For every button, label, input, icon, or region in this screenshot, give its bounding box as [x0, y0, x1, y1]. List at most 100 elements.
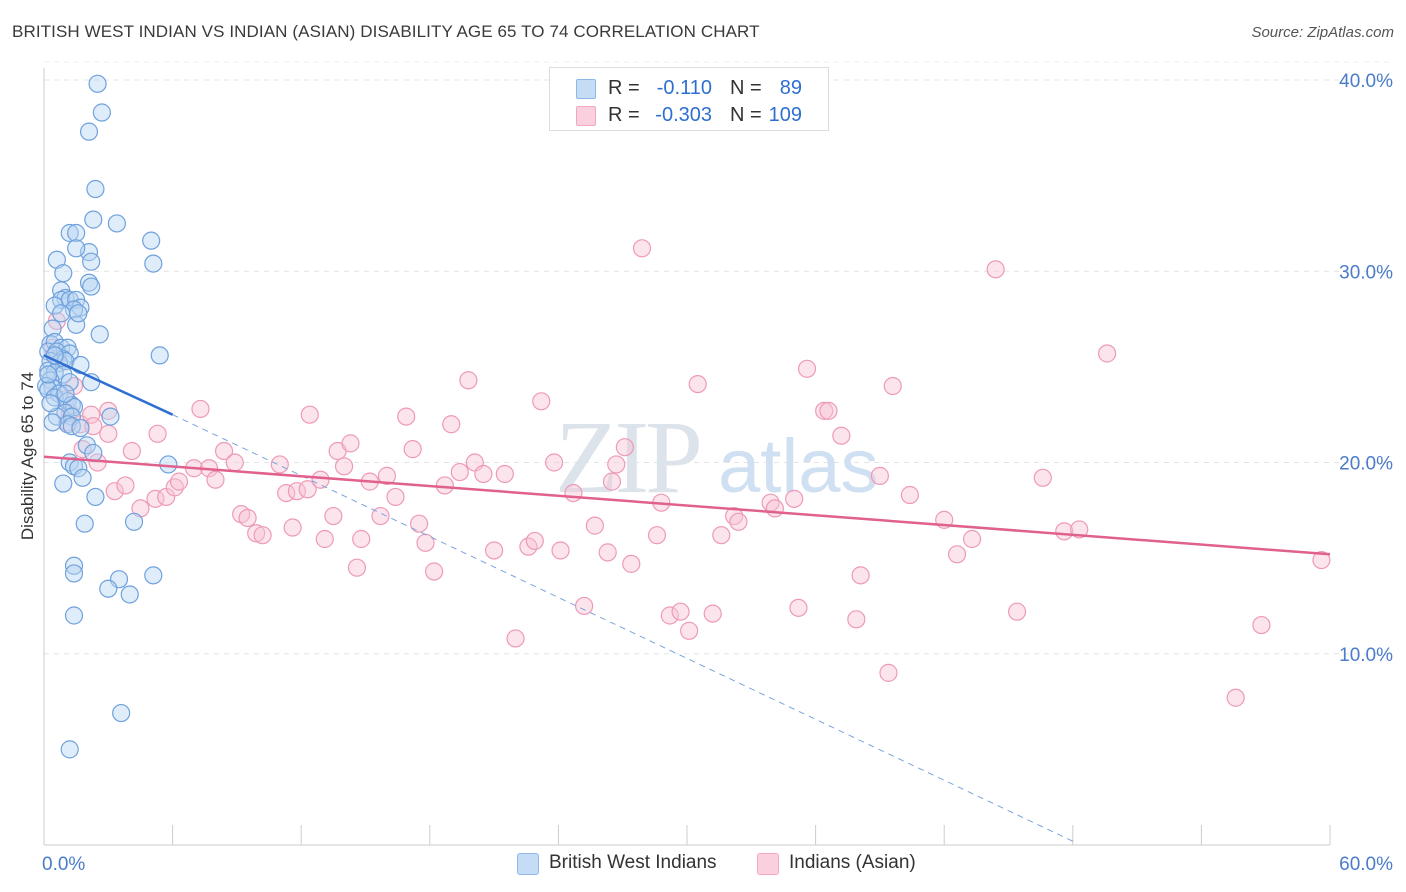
watermark: ZIP atlas: [555, 400, 879, 515]
data-point: [86, 487, 105, 507]
data-point: [459, 371, 478, 390]
data-point: [607, 455, 626, 474]
legend-label: British West Indians: [549, 852, 717, 873]
data-point: [962, 529, 982, 549]
data-point: [283, 518, 302, 537]
data-point: [144, 566, 163, 585]
y-tick-label: 20.0%: [1339, 454, 1393, 475]
data-point: [107, 214, 126, 233]
data-point: [169, 472, 189, 491]
data-point: [88, 74, 107, 93]
data-point: [585, 516, 604, 535]
legend-n-value: 89: [779, 77, 802, 99]
legend-swatch-blue: [517, 853, 539, 875]
blue-trend-line: [43, 354, 174, 416]
indians-asian-points: [43, 239, 1331, 707]
data-point: [101, 407, 120, 426]
data-point: [79, 122, 99, 141]
british-west-indians-points: [37, 74, 178, 759]
data-point: [324, 506, 343, 526]
data-point: [52, 304, 71, 323]
data-point: [598, 543, 617, 562]
data-point: [729, 512, 748, 531]
data-point: [64, 606, 84, 625]
data-point: [82, 405, 101, 424]
data-point: [703, 604, 722, 623]
data-point: [60, 223, 79, 243]
data-point: [485, 541, 504, 560]
data-point: [112, 703, 131, 723]
data-point: [506, 629, 525, 648]
data-point: [238, 508, 257, 528]
data-point: [1070, 520, 1089, 539]
data-point: [424, 562, 444, 581]
data-point: [253, 526, 272, 545]
data-point: [54, 264, 73, 283]
legend-row-blue: R = -0.110 N = 89: [550, 75, 828, 101]
legend-swatch-pink: [576, 106, 596, 126]
data-point: [64, 564, 84, 583]
data-point: [60, 373, 79, 392]
data-point: [688, 374, 707, 394]
watermark-zip: ZIP: [555, 400, 699, 515]
legend-row-pink: R = -0.303 N = 109: [550, 102, 828, 128]
data-point: [615, 438, 634, 457]
data-point: [525, 531, 544, 551]
data-point: [206, 470, 225, 489]
data-point: [1055, 522, 1074, 541]
trend-lines: [43, 354, 1331, 842]
data-point: [785, 489, 804, 508]
tick-labels: 10.0% 20.0% 30.0% 40.0% 0.0% 60.0%: [42, 71, 1393, 875]
data-point: [545, 453, 564, 472]
data-point: [870, 466, 890, 485]
data-point: [99, 424, 118, 443]
data-point: [1097, 344, 1117, 363]
data-point: [142, 231, 161, 250]
legend-r-label: R =: [608, 104, 640, 126]
data-point: [69, 304, 88, 323]
data-point: [67, 223, 86, 243]
data-point: [1033, 468, 1052, 487]
data-point: [247, 524, 266, 543]
data-point: [883, 376, 902, 396]
data-point: [43, 319, 62, 338]
data-point: [225, 453, 244, 472]
data-point: [82, 277, 101, 296]
data-point: [144, 254, 163, 273]
data-point: [67, 239, 86, 258]
data-point: [403, 440, 422, 459]
data-point: [75, 514, 94, 533]
data-point: [532, 392, 551, 411]
data-point: [647, 526, 667, 545]
data-point: [150, 346, 169, 365]
data-point: [1226, 688, 1245, 707]
data-point: [900, 485, 920, 505]
data-point: [832, 426, 851, 445]
legend-r-value: -0.303: [655, 104, 712, 126]
data-point: [84, 210, 103, 229]
data-point: [680, 621, 699, 640]
legend-r-label: R =: [608, 77, 640, 99]
data-point: [82, 252, 101, 271]
data-point: [60, 740, 79, 759]
data-point: [341, 434, 360, 453]
data-point: [575, 596, 594, 616]
data-point: [73, 468, 92, 487]
data-point: [1252, 615, 1271, 635]
data-point: [311, 470, 330, 489]
y-tick-label: 10.0%: [1339, 645, 1393, 666]
chart-title: BRITISH WEST INDIAN VS INDIAN (ASIAN) DI…: [12, 22, 760, 41]
data-point: [54, 474, 73, 493]
stats-legend: R = -0.110 N = 89 R = -0.303 N = 109: [549, 67, 829, 131]
data-point: [602, 472, 622, 491]
data-point: [847, 610, 866, 629]
data-point: [789, 598, 808, 617]
grid-lines: [44, 61, 1392, 655]
data-point: [712, 526, 731, 545]
data-point: [397, 407, 416, 426]
data-point: [90, 325, 109, 344]
data-point: [386, 487, 405, 507]
blue-trend-extension: [172, 414, 1074, 842]
legend-n-label: N =: [730, 77, 762, 99]
data-point: [474, 464, 493, 484]
